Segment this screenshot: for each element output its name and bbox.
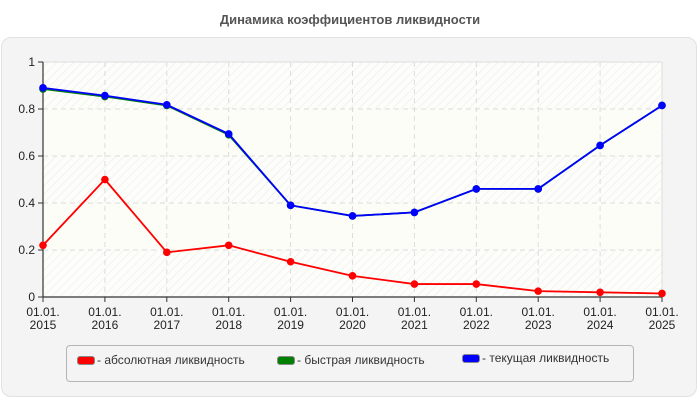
svg-text:2022: 2022 xyxy=(463,318,490,332)
legend-item-quick: - быстрая ликвидность xyxy=(277,353,425,367)
svg-text:2018: 2018 xyxy=(215,318,242,332)
svg-text:0.6: 0.6 xyxy=(18,149,35,163)
svg-text:01.01.: 01.01. xyxy=(583,305,616,319)
svg-text:01.01.: 01.01. xyxy=(645,305,678,319)
svg-text:1: 1 xyxy=(28,55,35,69)
svg-text:0.8: 0.8 xyxy=(18,102,35,116)
svg-text:2019: 2019 xyxy=(277,318,304,332)
legend-item-current: - текущая ликвидность xyxy=(462,351,609,365)
chart-title: Динамика коэффициентов ликвидности xyxy=(219,12,481,27)
legend-label: - текущая ликвидность xyxy=(482,351,610,365)
data-series xyxy=(39,84,666,298)
svg-text:01.01.: 01.01. xyxy=(522,305,555,319)
svg-text:2017: 2017 xyxy=(153,318,180,332)
svg-text:0.2: 0.2 xyxy=(18,243,35,257)
axes: 00.20.40.60.8101.01.201501.01.201601.01.… xyxy=(18,55,678,332)
legend: - абсолютная ликвидность - быстрая ликви… xyxy=(66,345,634,382)
legend-label: - быстрая ликвидность xyxy=(297,353,425,367)
svg-text:2016: 2016 xyxy=(92,318,119,332)
svg-text:01.01.: 01.01. xyxy=(88,305,121,319)
legend-swatch-green xyxy=(277,355,295,365)
svg-text:01.01.: 01.01. xyxy=(336,305,369,319)
svg-text:2023: 2023 xyxy=(525,318,552,332)
svg-text:01.01.: 01.01. xyxy=(150,305,183,319)
svg-text:01.01.: 01.01. xyxy=(398,305,431,319)
svg-text:2024: 2024 xyxy=(587,318,614,332)
svg-text:0: 0 xyxy=(28,290,35,304)
svg-text:2021: 2021 xyxy=(401,318,428,332)
svg-text:01.01.: 01.01. xyxy=(212,305,245,319)
legend-item-absolute: - абсолютная ликвидность xyxy=(77,353,245,367)
svg-text:01.01.: 01.01. xyxy=(460,305,493,319)
legend-label: - абсолютная ликвидность xyxy=(97,353,245,367)
svg-text:2015: 2015 xyxy=(30,318,57,332)
svg-text:01.01.: 01.01. xyxy=(274,305,307,319)
svg-text:0.4: 0.4 xyxy=(18,196,35,210)
legend-swatch-red xyxy=(77,355,95,365)
svg-text:2025: 2025 xyxy=(649,318,676,332)
legend-swatch-blue xyxy=(462,353,480,363)
svg-text:2020: 2020 xyxy=(339,318,366,332)
svg-text:01.01.: 01.01. xyxy=(26,305,59,319)
